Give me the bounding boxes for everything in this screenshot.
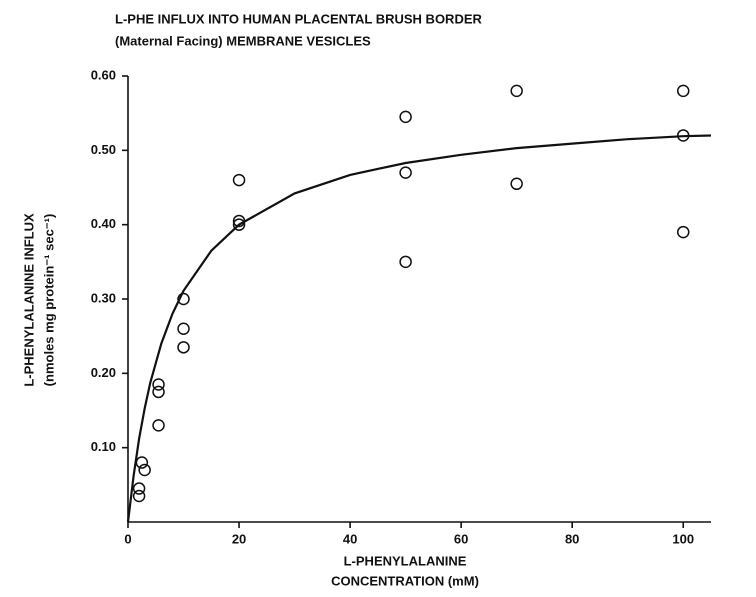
data-point — [177, 322, 190, 335]
x-tick-label: 20 — [232, 531, 246, 546]
data-point — [676, 129, 690, 142]
data-point — [132, 489, 146, 503]
data-point — [232, 214, 246, 228]
y-tick-label: 0.30 — [91, 290, 116, 305]
data-point — [152, 419, 165, 432]
data-point — [177, 341, 190, 354]
data-point — [232, 173, 246, 187]
data-point — [676, 225, 690, 239]
y-axis-label: (nmoles mg protein⁻¹ sec⁻¹) — [41, 214, 56, 387]
fit-curve — [126, 134, 712, 523]
y-tick-label: 0.50 — [91, 142, 116, 157]
x-tick-label: 0 — [124, 531, 131, 546]
chart-subtitle: (Maternal Facing) MEMBRANE VESICLES — [115, 33, 371, 48]
x-tick-label: 40 — [343, 531, 357, 546]
data-point — [132, 482, 146, 495]
y-tick-label: 0.60 — [91, 67, 116, 82]
y-tick-label: 0.40 — [91, 216, 116, 231]
data-point — [399, 166, 412, 179]
data-point — [135, 456, 149, 469]
x-tick-label: 100 — [672, 531, 694, 546]
y-tick-label: 0.20 — [91, 365, 116, 380]
data-point — [177, 292, 190, 306]
data-point — [152, 378, 165, 391]
x-tick-label: 80 — [565, 531, 579, 546]
x-axis-label: L-PHENYLALANINE — [344, 553, 467, 568]
data-point — [510, 84, 523, 98]
x-tick-label: 60 — [454, 531, 468, 546]
data-point — [152, 385, 165, 399]
data-point — [676, 84, 690, 98]
x-axis-label: CONCENTRATION (mM) — [331, 573, 479, 588]
data-point — [232, 218, 246, 231]
y-axis-label: L-PHENYLALANINE INFLUX — [21, 213, 36, 387]
data-point — [399, 110, 412, 124]
y-tick-label: 0.10 — [91, 439, 116, 454]
data-point — [399, 255, 412, 269]
data-point — [138, 463, 151, 477]
data-point — [510, 177, 523, 191]
chart-title: L-PHE INFLUX INTO HUMAN PLACENTAL BRUSH … — [115, 11, 483, 26]
